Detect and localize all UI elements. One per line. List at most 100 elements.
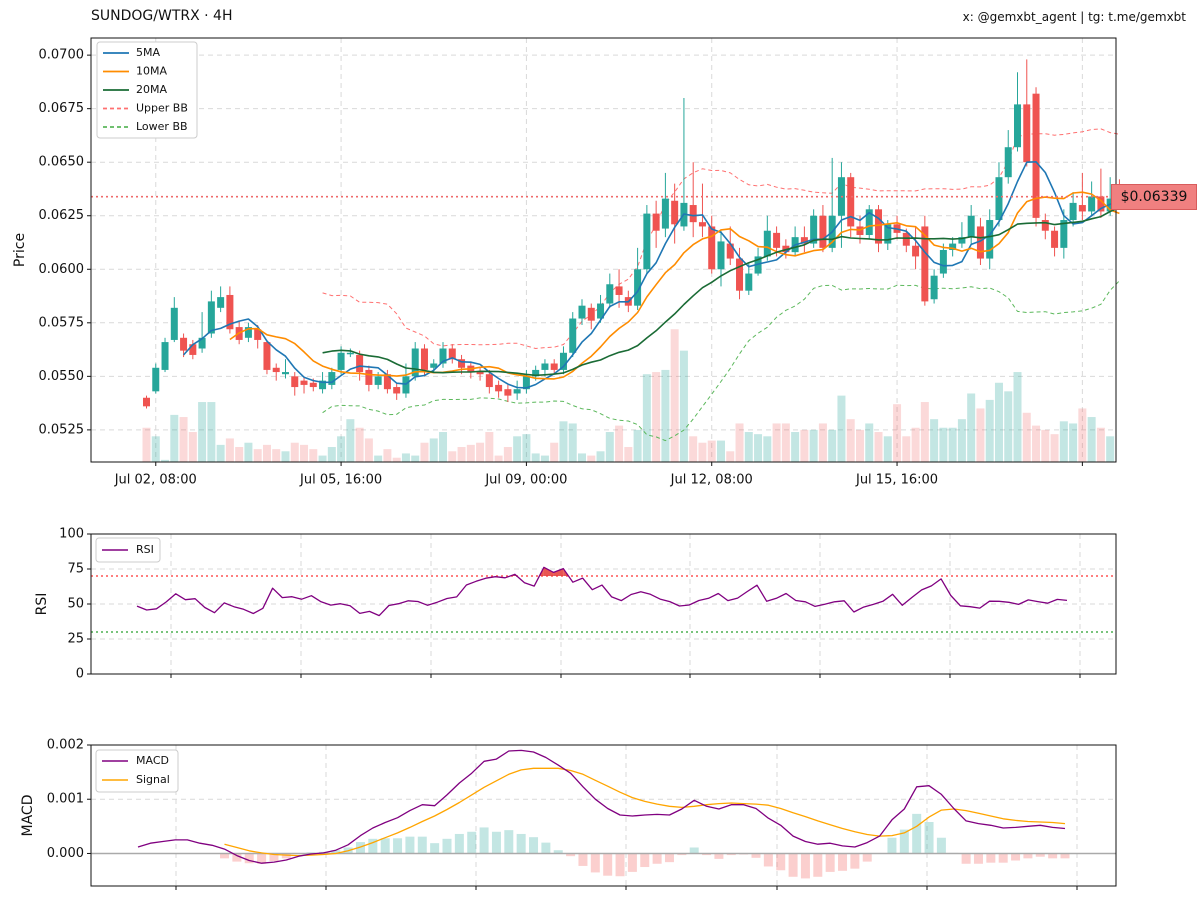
candle-body — [448, 348, 456, 360]
rsi-line — [136, 566, 1068, 617]
candle-up — [1004, 130, 1012, 184]
price-y-tick-label: 0.0600 — [39, 262, 85, 277]
volume-bar — [198, 402, 207, 462]
volume-bar — [374, 455, 383, 462]
volume-bar — [531, 453, 540, 462]
candle-body — [161, 342, 169, 370]
candle-body — [689, 205, 697, 223]
volume-bar — [1004, 391, 1013, 462]
volume-bar — [216, 444, 225, 462]
candle-up — [949, 237, 957, 257]
candle-body — [634, 269, 642, 306]
candle-down — [393, 382, 401, 400]
volume-bar — [846, 419, 855, 462]
candle-up — [865, 205, 873, 240]
volume-bar — [1106, 436, 1115, 462]
price-y-tick-label: 0.0675 — [39, 101, 85, 116]
candle-up — [411, 342, 419, 381]
candle-body — [254, 329, 262, 340]
candle-body — [281, 372, 289, 375]
volume-bar — [605, 432, 614, 462]
volume-bar — [976, 408, 985, 462]
price-axis-label: Price — [12, 233, 28, 267]
rsi-legend-entry: RSI — [136, 543, 154, 556]
macd-histogram-bar — [578, 853, 588, 866]
volume-bar — [781, 423, 790, 462]
candle-body — [1097, 196, 1105, 212]
candle-up — [810, 209, 818, 248]
macd-histogram-bar — [1048, 853, 1058, 859]
candle-down — [189, 339, 197, 360]
candle-body — [328, 372, 336, 385]
volume-bar — [633, 429, 642, 462]
volume-bar — [624, 447, 633, 462]
macd-line — [137, 749, 1066, 864]
lower-bb-line — [322, 280, 1120, 442]
candle-up — [170, 297, 178, 343]
price-x-tick-label: Jul 12, 08:00 — [670, 473, 753, 488]
candle-body — [170, 307, 178, 340]
candle-down — [263, 339, 271, 375]
macd-histogram-bar — [430, 843, 440, 854]
macd-histogram-bar — [899, 829, 909, 854]
candle-up — [606, 273, 614, 308]
volume-bar — [318, 455, 327, 462]
volume-bar — [448, 451, 457, 462]
macd-histogram-bar — [220, 853, 230, 859]
volume-bar — [253, 449, 262, 462]
candle-body — [272, 367, 280, 373]
volume-bar — [735, 423, 744, 462]
volume-bar — [1059, 421, 1068, 462]
candle-down — [476, 367, 484, 381]
macd-histogram-bar — [788, 853, 798, 877]
candle-up — [745, 262, 753, 295]
volume-bar — [939, 427, 948, 462]
volume-bar — [1096, 427, 1105, 462]
volume-bar — [911, 427, 920, 462]
candle-body — [430, 363, 438, 368]
volume-bar — [642, 374, 651, 462]
candle-body — [819, 215, 827, 248]
volume-bar — [383, 449, 392, 462]
candle-up — [597, 294, 605, 323]
volume-bar — [364, 438, 373, 462]
candle-down — [291, 372, 299, 396]
rsi-overbought-fill — [543, 567, 554, 576]
candle-up — [541, 359, 549, 377]
candle-down — [726, 226, 734, 265]
price-y-tick-label: 0.0575 — [39, 315, 85, 330]
volume-bar — [716, 440, 725, 462]
volume-bar — [698, 442, 707, 462]
volume-bar — [837, 395, 846, 462]
volume-bar — [151, 436, 160, 462]
candle-down — [272, 363, 280, 381]
candle-down — [226, 286, 234, 334]
candle-body — [337, 352, 345, 370]
macd-histogram-bar — [603, 853, 613, 876]
rsi-panel-frame — [90, 533, 1117, 675]
rsi-panel-background — [91, 534, 1116, 674]
candle-down — [587, 303, 595, 330]
price-x-tick-label: Jul 02, 08:00 — [114, 473, 197, 488]
volume-bar — [457, 447, 466, 462]
volume-bar — [957, 419, 966, 462]
volume-bar — [615, 425, 624, 462]
rsi-overbought-fill — [553, 568, 564, 576]
volume-bar — [225, 438, 234, 462]
volume-bar — [883, 436, 892, 462]
volume-bar — [1078, 408, 1087, 462]
candle-body — [671, 200, 679, 225]
candle-down — [550, 359, 558, 375]
candle-body — [541, 363, 549, 370]
macd-histogram-bar — [1023, 853, 1033, 859]
candle-body — [189, 344, 197, 355]
candle-up — [161, 337, 169, 373]
volume-bar — [985, 399, 994, 462]
macd-histogram-bar — [961, 853, 971, 864]
candle-up — [402, 363, 410, 398]
ma5-line — [183, 161, 1120, 389]
volume-bar — [559, 421, 568, 462]
candle-body — [606, 284, 614, 304]
candle-body — [587, 307, 595, 321]
